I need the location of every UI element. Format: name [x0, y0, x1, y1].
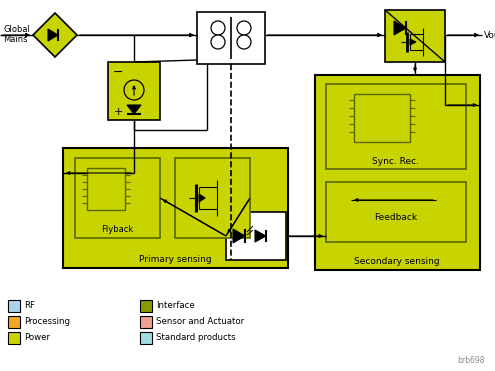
Bar	[87, 168, 125, 210]
Bar	[385, 10, 445, 62]
Bar	[175, 158, 250, 238]
Bar	[8, 332, 20, 344]
Text: Secondary sensing: Secondary sensing	[354, 257, 440, 266]
Bar	[326, 84, 466, 169]
Text: Global: Global	[3, 26, 30, 35]
Circle shape	[211, 35, 225, 49]
Bar	[8, 300, 20, 312]
Polygon shape	[127, 105, 141, 114]
Text: Primary sensing: Primary sensing	[139, 256, 211, 265]
Text: Mains: Mains	[3, 36, 28, 45]
Text: Power: Power	[24, 334, 50, 342]
Text: Sync. Rec.: Sync. Rec.	[373, 157, 419, 165]
Bar	[354, 94, 410, 142]
Polygon shape	[233, 229, 245, 243]
Text: Sensor and Actuator: Sensor and Actuator	[156, 318, 244, 326]
Bar	[326, 182, 466, 242]
Circle shape	[237, 21, 251, 35]
Polygon shape	[33, 13, 77, 57]
Text: brb698: brb698	[457, 356, 485, 365]
Polygon shape	[410, 39, 416, 45]
Bar	[8, 316, 20, 328]
Text: Flyback: Flyback	[101, 226, 133, 234]
Text: Processing: Processing	[24, 318, 70, 326]
Bar	[197, 12, 265, 64]
Bar	[75, 158, 160, 238]
Bar	[315, 75, 480, 270]
Bar	[140, 316, 152, 328]
Bar	[140, 300, 152, 312]
Polygon shape	[255, 230, 266, 242]
Polygon shape	[394, 21, 406, 35]
Circle shape	[211, 21, 225, 35]
Text: Vout: Vout	[484, 30, 495, 39]
Text: Standard products: Standard products	[156, 334, 236, 342]
Bar	[108, 62, 160, 120]
Text: RF: RF	[24, 302, 35, 311]
Circle shape	[124, 80, 144, 100]
Bar	[226, 212, 286, 260]
Polygon shape	[48, 29, 58, 41]
Polygon shape	[199, 194, 205, 202]
Text: −: −	[113, 66, 123, 79]
Circle shape	[237, 35, 251, 49]
Text: Feedback: Feedback	[374, 213, 418, 221]
Text: Interface: Interface	[156, 302, 195, 311]
Text: +: +	[113, 107, 123, 117]
Bar	[140, 332, 152, 344]
Bar	[63, 148, 288, 268]
